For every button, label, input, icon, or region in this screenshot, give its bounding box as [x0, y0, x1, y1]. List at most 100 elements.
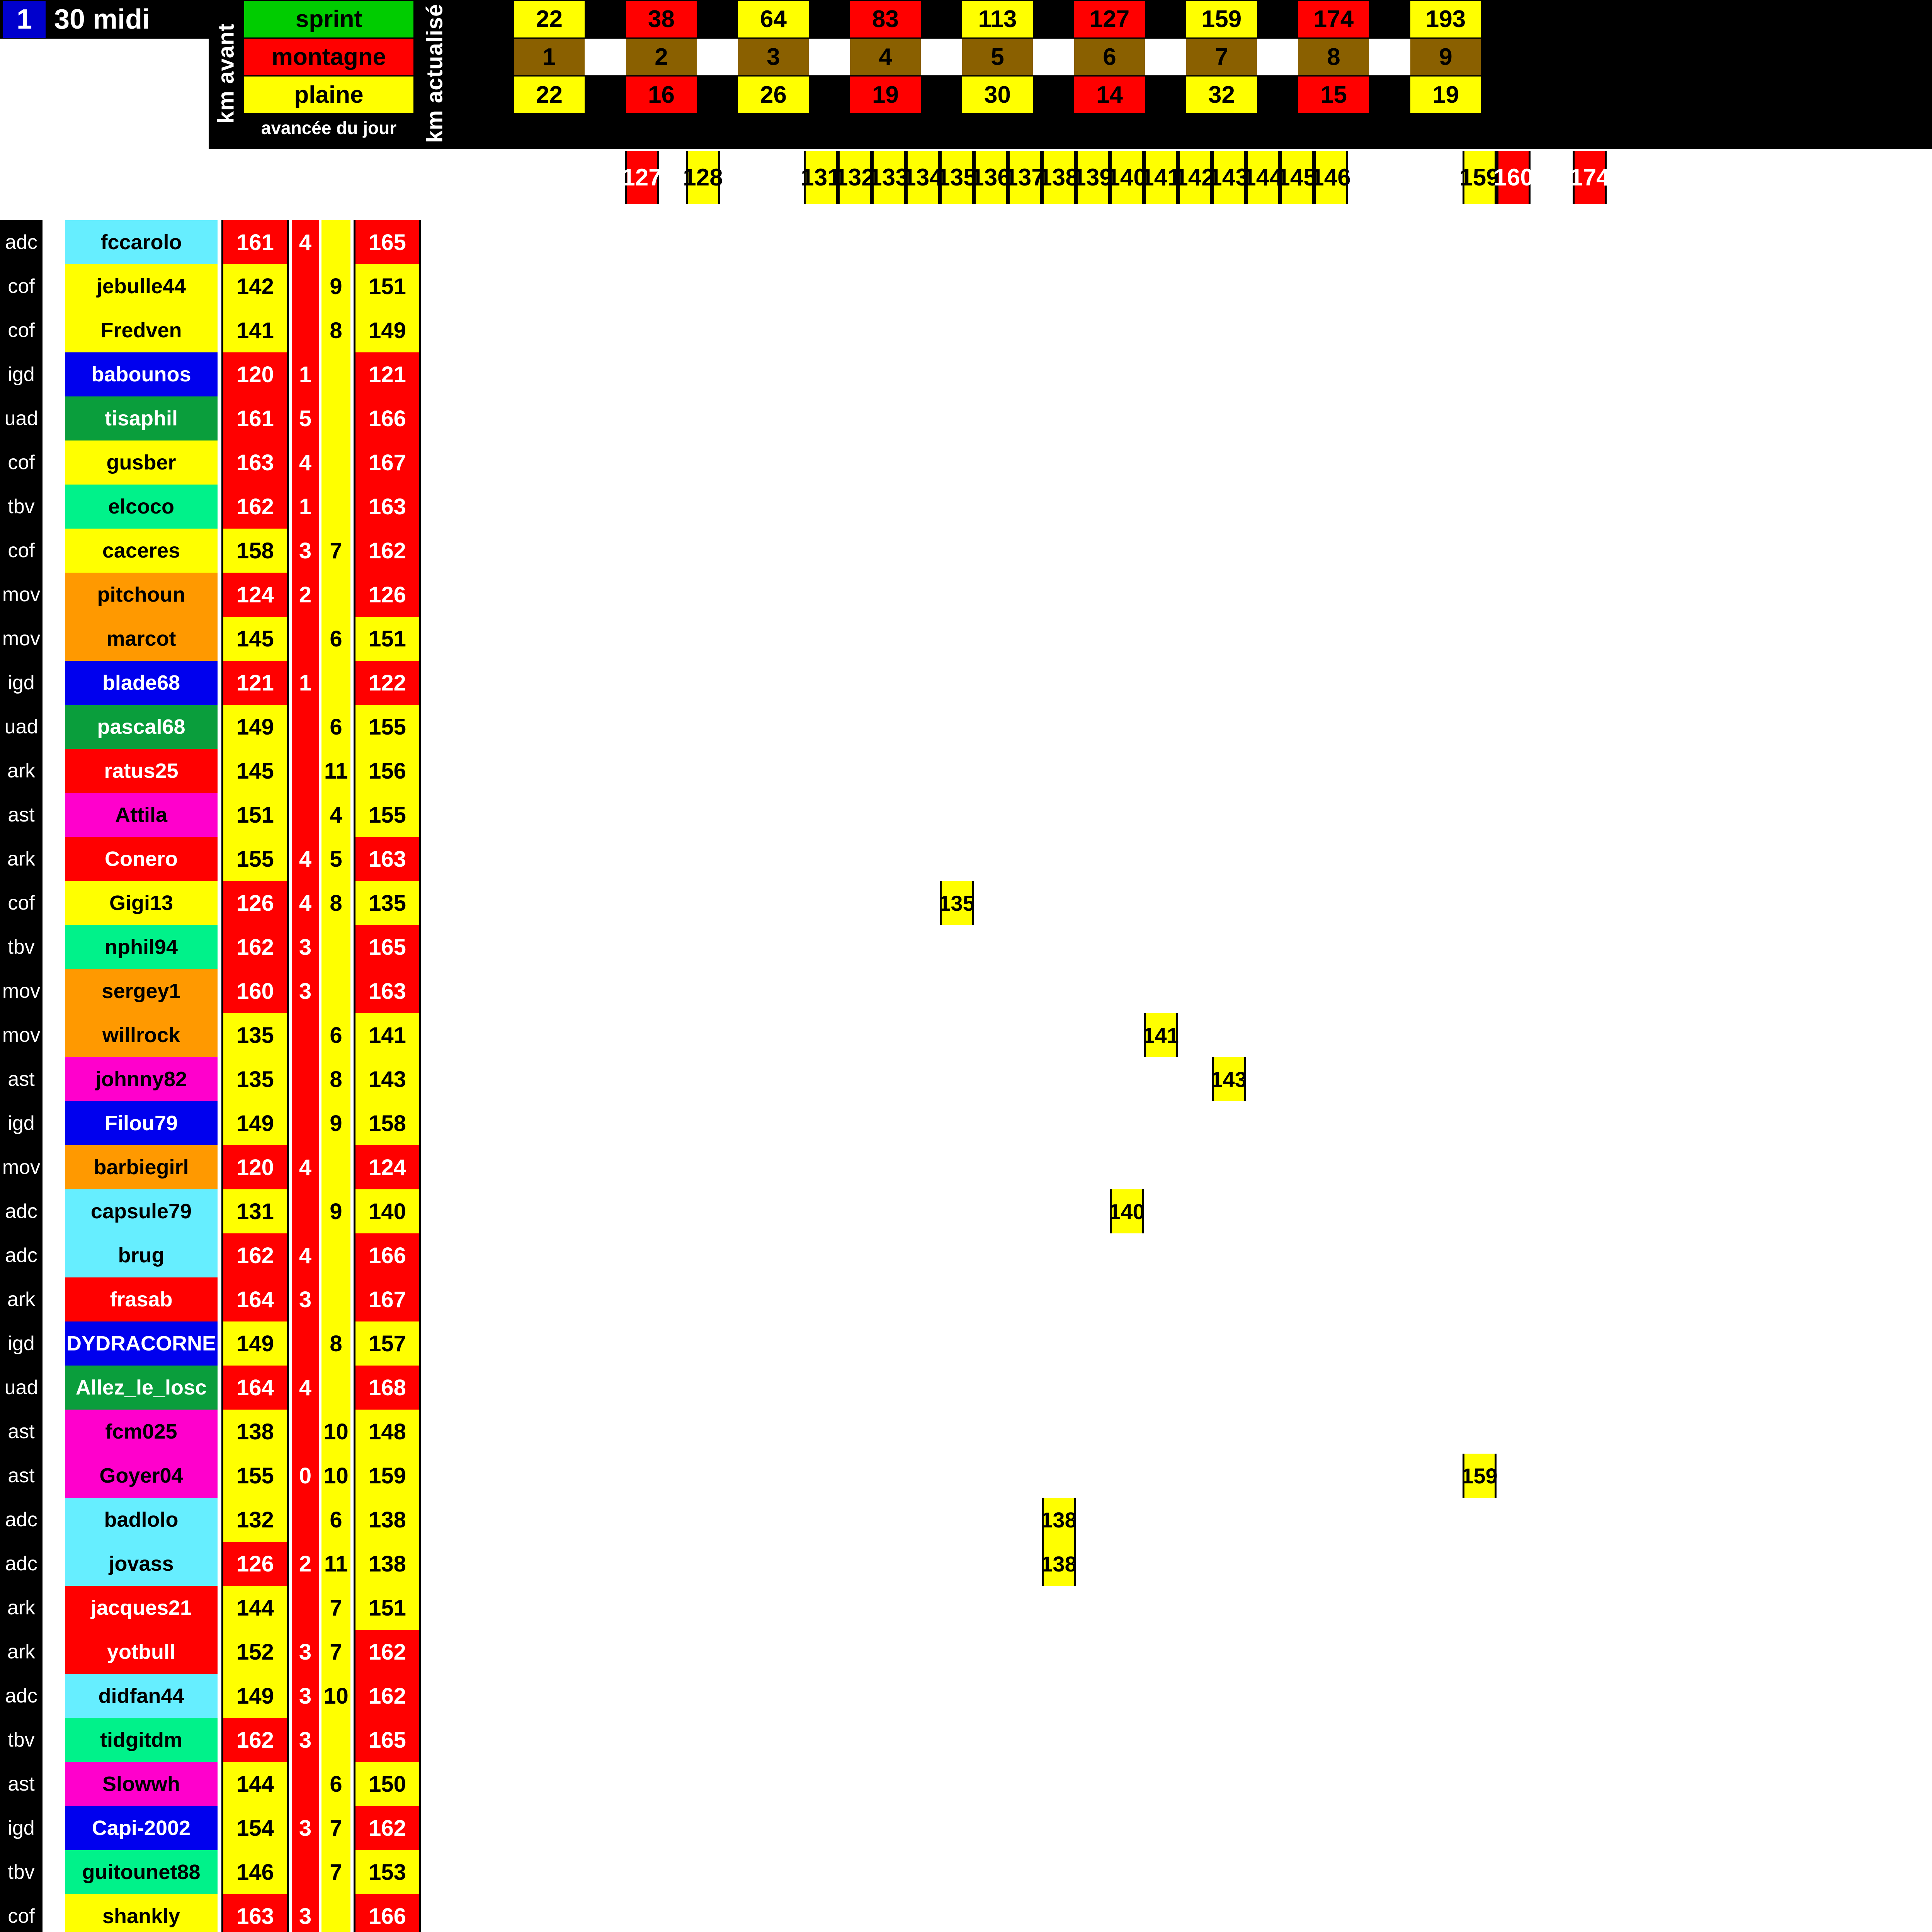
rider-km-actualise: 167: [354, 440, 421, 485]
table-row[interactable]: adccapsule7913191401402633: [0, 1189, 1932, 1233]
rider-name: frasab: [65, 1277, 218, 1321]
table-row[interactable]: uadpascal6814961553622: [0, 705, 1932, 749]
table-row[interactable]: movmarcot14561514024: [0, 617, 1932, 661]
header-montagne-value: 4: [850, 39, 921, 75]
table-row[interactable]: arkratus25145111562931: [0, 749, 1932, 793]
table-row[interactable]: movpitchoun12421262927: [0, 573, 1932, 617]
km-ruler-cell: 137: [1005, 151, 1045, 204]
table-row[interactable]: uadtisaphil16151663034: [0, 396, 1932, 440]
table-row[interactable]: cofshankly16331663336: [0, 1894, 1932, 1932]
table-row[interactable]: igdbabounos12011212425: [0, 352, 1932, 396]
header-plaine-value: 19: [850, 77, 921, 113]
rider-montagne-points: 3: [292, 925, 319, 969]
rider-team-code: uad: [0, 705, 43, 749]
rider-position-badge: 138: [1041, 1498, 1077, 1542]
rider-name: pascal68: [65, 705, 218, 749]
km-ruler-cell: 139: [1073, 151, 1113, 204]
rider-km-actualise: 163: [354, 837, 421, 881]
table-row[interactable]: cofFredven14181493327: [0, 308, 1932, 352]
header-sprint-value: 127: [1074, 1, 1145, 37]
table-row[interactable]: astjohnny8213581431432129: [0, 1057, 1932, 1101]
table-row[interactable]: cofgusber16341673034: [0, 440, 1932, 485]
table-row[interactable]: arkjacques2114471512231: [0, 1586, 1932, 1630]
rider-km-avant: 149: [221, 1321, 289, 1366]
rider-team-code: ast: [0, 1454, 43, 1498]
rider-km-actualise: 162: [354, 529, 421, 573]
rider-name: elcoco: [65, 485, 218, 529]
table-row[interactable]: movbarbiegirl12041242329: [0, 1145, 1932, 1189]
header-montagne-value: 1: [514, 39, 585, 75]
table-row[interactable]: tbvelcoco16211633234: [0, 485, 1932, 529]
table-row[interactable]: arkConero155451633829: [0, 837, 1932, 881]
table-row[interactable]: igdblade6812111222426: [0, 661, 1932, 705]
table-row[interactable]: tbvguitounet8814671533231: [0, 1850, 1932, 1894]
rider-montagne-points: 4: [292, 1233, 319, 1277]
table-row[interactable]: cofjebulle4414291513322: [0, 264, 1932, 308]
rider-team-code: igd: [0, 352, 43, 396]
rider-plaine-points: [321, 1894, 350, 1932]
rider-km-avant: 160: [221, 969, 289, 1013]
rider-montagne-points: [292, 1013, 319, 1057]
rider-km-actualise: 143: [354, 1057, 421, 1101]
table-row[interactable]: movsergey116031633433: [0, 969, 1932, 1013]
rider-km-actualise: 165: [354, 925, 421, 969]
rider-team-code: igd: [0, 661, 43, 705]
table-row[interactable]: cofcaceres158371622844: [0, 529, 1932, 573]
header-montagne-value: 3: [738, 39, 809, 75]
rider-montagne-points: 3: [292, 1277, 319, 1321]
km-ruler-cell: 131: [801, 151, 841, 204]
km-ruler-cell: 174: [1570, 151, 1610, 204]
rider-km-actualise: 140: [354, 1189, 421, 1233]
rider-km-avant: 152: [221, 1630, 289, 1674]
rider-montagne-points: 1: [292, 352, 319, 396]
header-row-separator: [1033, 39, 1074, 75]
rider-plaine-points: 8: [321, 881, 350, 925]
rider-plaine-points: 6: [321, 1013, 350, 1057]
table-row[interactable]: igdDYDRACORNE14981572539: [0, 1321, 1932, 1366]
table-row[interactable]: adcfccarolo16141653234: [0, 220, 1932, 264]
rider-km-avant: 163: [221, 1894, 289, 1932]
rider-km-actualise: 149: [354, 308, 421, 352]
rider-team-code: igd: [0, 1321, 43, 1366]
table-row[interactable]: astAttila15141553328: [0, 793, 1932, 837]
rider-team-code: tbv: [0, 485, 43, 529]
rider-position-badge: 140: [1109, 1189, 1145, 1233]
avancee-du-jour-label: avancée du jour: [261, 118, 397, 138]
table-row[interactable]: astSlowwh14461503230: [0, 1762, 1932, 1806]
rider-plaine-points: 9: [321, 1189, 350, 1233]
rider-montagne-points: [292, 1057, 319, 1101]
rider-km-avant: 146: [221, 1850, 289, 1894]
rider-km-avant: 142: [221, 264, 289, 308]
table-row[interactable]: adcbrug16241662934: [0, 1233, 1932, 1277]
table-row[interactable]: arkfrasab16431673327: [0, 1277, 1932, 1321]
table-row[interactable]: cofGigi13126481351354134: [0, 881, 1932, 925]
rider-montagne-points: 1: [292, 661, 319, 705]
rider-plaine-points: 10: [321, 1410, 350, 1454]
rider-plaine-points: 10: [321, 1674, 350, 1718]
km-ruler-cell: 160: [1493, 151, 1534, 204]
table-row[interactable]: tbvtidgitdm16231653635: [0, 1718, 1932, 1762]
table-row[interactable]: arkyotbull152371622530: [0, 1630, 1932, 1674]
rider-team-code: mov: [0, 617, 43, 661]
rider-team-code: adc: [0, 1674, 43, 1718]
table-row[interactable]: astfcm025138101483035: [0, 1410, 1932, 1454]
rider-km-avant: 126: [221, 1542, 289, 1586]
table-row[interactable]: igdFilou7914991583237: [0, 1101, 1932, 1145]
rider-plaine-points: [321, 485, 350, 529]
table-row[interactable]: adcdidfan441493101623141: [0, 1674, 1932, 1718]
rider-km-avant: 149: [221, 705, 289, 749]
rider-km-actualise: 124: [354, 1145, 421, 1189]
table-row[interactable]: movwillrock13561411412628: [0, 1013, 1932, 1057]
table-row[interactable]: adcjovass1262111381382631: [0, 1542, 1932, 1586]
table-row[interactable]: adcbadlolo13261381383037: [0, 1498, 1932, 1542]
table-row[interactable]: tbvnphil9416231654230: [0, 925, 1932, 969]
rider-plaine-points: 7: [321, 1850, 350, 1894]
rider-team-code: adc: [0, 1189, 43, 1233]
rider-name: blade68: [65, 661, 218, 705]
table-row[interactable]: astGoyer041550101591593036: [0, 1454, 1932, 1498]
rider-team-code: mov: [0, 1145, 43, 1189]
rider-km-actualise: 167: [354, 1277, 421, 1321]
rider-name: Allez_le_losc: [65, 1366, 218, 1410]
